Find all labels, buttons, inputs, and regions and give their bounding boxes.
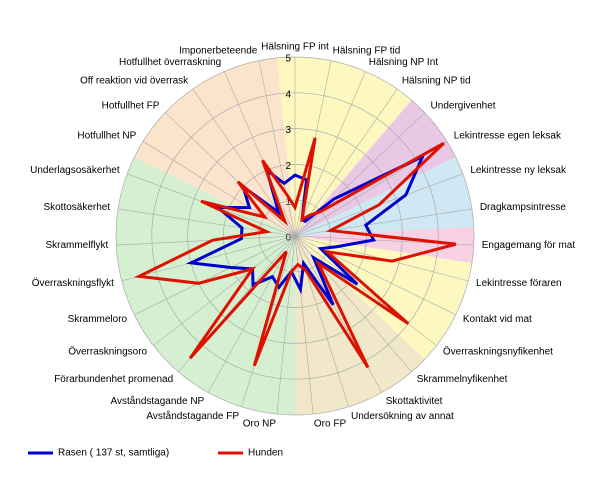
category-label: Imponerbeteende <box>179 46 258 57</box>
category-label: Hotfullhet överraskning <box>119 57 221 68</box>
spoke <box>294 208 472 237</box>
spoke <box>116 235 296 246</box>
r-tick-label: 4 <box>285 89 291 100</box>
category-label: Engagemang för mat <box>482 240 576 251</box>
sector <box>178 79 295 236</box>
spoke <box>276 235 296 415</box>
r-tick-label: 3 <box>285 125 291 136</box>
sector <box>295 236 472 299</box>
category-label: Skottaktivitet <box>386 396 443 407</box>
sector <box>118 236 295 299</box>
sector <box>295 65 382 236</box>
sector <box>134 126 295 236</box>
category-label: Avståndstagande NP <box>110 395 204 407</box>
category-label: Dragkampsintresse <box>480 202 567 213</box>
series-line <box>185 153 426 306</box>
category-label: Hälsning FP tid <box>333 46 401 57</box>
spoke <box>294 235 437 346</box>
spoke <box>224 71 296 237</box>
spoke <box>258 60 296 237</box>
category-label: Skrammeloro <box>68 314 128 325</box>
spoke <box>134 235 296 316</box>
spoke <box>153 235 296 346</box>
category-label: Överraskningsnyfikenhet <box>443 345 553 357</box>
spoke <box>294 88 398 237</box>
r-tick-label: 0 <box>285 233 291 244</box>
spoke <box>207 235 296 393</box>
sector <box>127 236 296 331</box>
category-label: Hälsning NP tid <box>402 76 471 87</box>
sector <box>241 57 295 236</box>
category-label: Off reaktion vid överrask <box>80 76 189 87</box>
legend-label: Rasen ( 137 st, samtliga) <box>58 448 169 459</box>
category-label: Undergivenhet <box>431 100 496 111</box>
category-label: Underlagsosäkerhet <box>30 165 120 176</box>
category-label: Överraskningsoro <box>68 345 147 357</box>
category-label: Hotfullhet NP <box>77 131 136 142</box>
category-label: Avståndstagande FP <box>146 410 239 422</box>
category-label: Lekintresse ny leksak <box>470 165 567 176</box>
category-label: Hälsning FP int <box>261 42 329 53</box>
category-label: Lekintresse föraren <box>476 278 562 289</box>
sector <box>295 79 412 236</box>
category-label: Skrammelnyfikenhet <box>417 374 508 385</box>
category-label: Skottosäkerhet <box>43 202 110 213</box>
sector <box>295 157 469 236</box>
series-line <box>133 137 457 369</box>
r-tick-label: 5 <box>285 54 291 65</box>
category-label: Hotfullhet FP <box>102 100 160 111</box>
spoke <box>294 71 366 237</box>
sector <box>295 236 332 415</box>
spoke <box>165 112 296 237</box>
sector <box>295 226 474 264</box>
spoke <box>142 141 296 237</box>
r-tick-label: 1 <box>285 197 291 208</box>
category-label: Hälsning NP Int <box>369 57 439 68</box>
sector <box>295 57 349 236</box>
sector <box>143 236 295 360</box>
category-label: Oro NP <box>243 419 277 430</box>
spoke <box>121 235 296 282</box>
r-tick-label: 2 <box>285 161 291 172</box>
sector <box>121 157 295 236</box>
sector <box>295 236 425 383</box>
spoke <box>294 112 425 237</box>
category-label: Oro FP <box>314 419 347 430</box>
category-label: Kontakt vid mat <box>463 314 532 325</box>
category-label: Överraskningsflykt <box>32 277 114 289</box>
category-label: Förarbundenhet promenad <box>54 374 173 385</box>
category-label: Skrammelflykt <box>45 240 108 251</box>
category-label: Undersökning av annat <box>351 411 454 422</box>
category-label: Lekintresse egen leksak <box>454 131 562 142</box>
legend-label: Hunden <box>248 448 283 459</box>
